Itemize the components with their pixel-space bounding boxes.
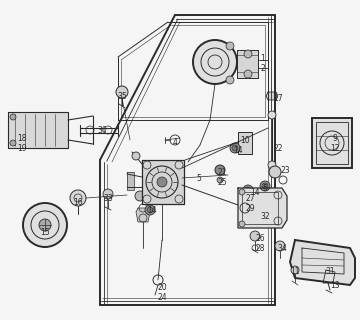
Text: 23: 23 [280, 165, 290, 174]
Circle shape [145, 205, 155, 215]
Circle shape [291, 266, 299, 274]
Polygon shape [127, 172, 134, 190]
Circle shape [269, 166, 281, 178]
Circle shape [116, 86, 128, 98]
Text: 13: 13 [330, 281, 340, 290]
Circle shape [226, 76, 234, 84]
Text: 11: 11 [290, 268, 300, 276]
Text: 19: 19 [17, 143, 27, 153]
Text: 1: 1 [261, 53, 265, 62]
Text: 32: 32 [260, 212, 270, 220]
Circle shape [262, 183, 268, 189]
Circle shape [132, 152, 140, 160]
Text: 14: 14 [233, 146, 243, 155]
Bar [312, 118, 352, 168]
Circle shape [244, 70, 252, 78]
Text: 29: 29 [245, 204, 255, 212]
Polygon shape [266, 92, 278, 100]
Circle shape [239, 189, 245, 195]
Text: 4: 4 [172, 138, 177, 147]
Circle shape [193, 40, 237, 84]
Circle shape [39, 219, 51, 231]
Circle shape [70, 190, 86, 206]
Text: 31: 31 [325, 268, 335, 276]
Text: 28: 28 [255, 244, 265, 252]
Circle shape [157, 177, 167, 187]
Circle shape [244, 50, 252, 58]
Text: 2: 2 [261, 63, 265, 73]
Text: 35: 35 [117, 92, 127, 100]
Text: 15: 15 [40, 228, 50, 236]
Text: 14: 14 [147, 205, 157, 214]
Polygon shape [237, 50, 258, 78]
Text: 26: 26 [255, 234, 265, 243]
Circle shape [103, 189, 113, 199]
Text: 9: 9 [333, 133, 337, 142]
Text: 30: 30 [97, 125, 107, 134]
Text: 22: 22 [273, 143, 283, 153]
Bar [242, 192, 278, 224]
Text: 16: 16 [73, 197, 83, 206]
Text: 10: 10 [240, 135, 250, 145]
Circle shape [268, 111, 276, 119]
Circle shape [232, 145, 238, 151]
Circle shape [250, 231, 260, 241]
Text: 12: 12 [330, 143, 340, 153]
Circle shape [245, 187, 251, 193]
Text: 34: 34 [277, 244, 287, 252]
Text: 25: 25 [217, 178, 227, 187]
Bar [238, 132, 252, 154]
Circle shape [215, 165, 225, 175]
Polygon shape [238, 188, 287, 228]
Text: 24: 24 [157, 293, 167, 302]
Polygon shape [142, 160, 184, 204]
Circle shape [217, 177, 223, 183]
Text: 20: 20 [157, 284, 167, 292]
Polygon shape [8, 112, 68, 148]
Bar [316, 122, 348, 164]
Circle shape [10, 140, 16, 146]
Circle shape [243, 185, 253, 195]
Text: 17: 17 [273, 93, 283, 102]
Text: 18: 18 [17, 133, 27, 142]
Circle shape [147, 207, 153, 213]
Text: 21: 21 [217, 167, 227, 177]
Text: 14: 14 [250, 188, 260, 196]
Circle shape [260, 181, 270, 191]
Circle shape [239, 221, 245, 227]
Circle shape [23, 203, 67, 247]
Polygon shape [136, 208, 150, 222]
Circle shape [135, 191, 145, 201]
Text: 27: 27 [245, 194, 255, 203]
Text: 33: 33 [103, 194, 113, 203]
Circle shape [10, 114, 16, 120]
Circle shape [275, 241, 285, 251]
Polygon shape [323, 270, 335, 283]
Circle shape [268, 161, 276, 169]
Circle shape [226, 42, 234, 50]
Text: 5: 5 [197, 173, 202, 182]
Circle shape [230, 143, 240, 153]
Polygon shape [290, 240, 355, 285]
Text: 5: 5 [262, 183, 267, 193]
